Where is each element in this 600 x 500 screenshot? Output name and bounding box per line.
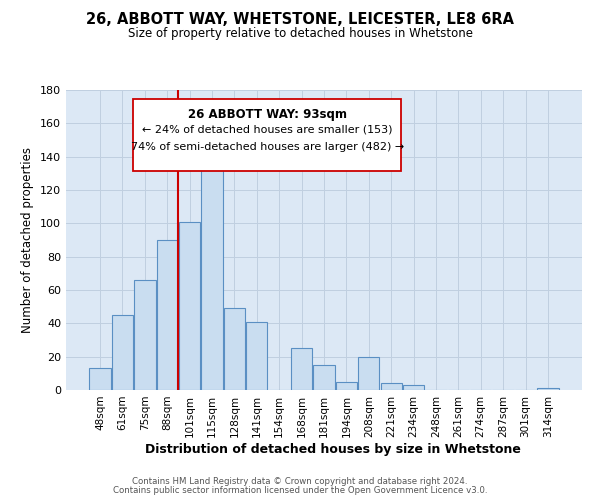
Text: 74% of semi-detached houses are larger (482) →: 74% of semi-detached houses are larger (… bbox=[131, 142, 404, 152]
Bar bbox=[112, 315, 133, 390]
Bar bbox=[358, 356, 379, 390]
Text: 26 ABBOTT WAY: 93sqm: 26 ABBOTT WAY: 93sqm bbox=[188, 108, 347, 121]
Bar bbox=[157, 240, 178, 390]
Bar bbox=[380, 384, 402, 390]
Bar bbox=[202, 160, 223, 390]
Bar bbox=[224, 308, 245, 390]
Text: ← 24% of detached houses are smaller (153): ← 24% of detached houses are smaller (15… bbox=[142, 124, 392, 134]
Bar bbox=[134, 280, 155, 390]
FancyBboxPatch shape bbox=[133, 99, 401, 171]
Text: 26, ABBOTT WAY, WHETSTONE, LEICESTER, LE8 6RA: 26, ABBOTT WAY, WHETSTONE, LEICESTER, LE… bbox=[86, 12, 514, 28]
Bar bbox=[89, 368, 111, 390]
Text: Size of property relative to detached houses in Whetstone: Size of property relative to detached ho… bbox=[128, 28, 473, 40]
Text: Distribution of detached houses by size in Whetstone: Distribution of detached houses by size … bbox=[145, 442, 521, 456]
Bar bbox=[179, 222, 200, 390]
Bar bbox=[246, 322, 268, 390]
Y-axis label: Number of detached properties: Number of detached properties bbox=[22, 147, 34, 333]
Text: Contains public sector information licensed under the Open Government Licence v3: Contains public sector information licen… bbox=[113, 486, 487, 495]
Bar bbox=[403, 385, 424, 390]
Text: Contains HM Land Registry data © Crown copyright and database right 2024.: Contains HM Land Registry data © Crown c… bbox=[132, 477, 468, 486]
Bar bbox=[291, 348, 312, 390]
Bar bbox=[537, 388, 559, 390]
Bar bbox=[313, 365, 335, 390]
Bar bbox=[336, 382, 357, 390]
